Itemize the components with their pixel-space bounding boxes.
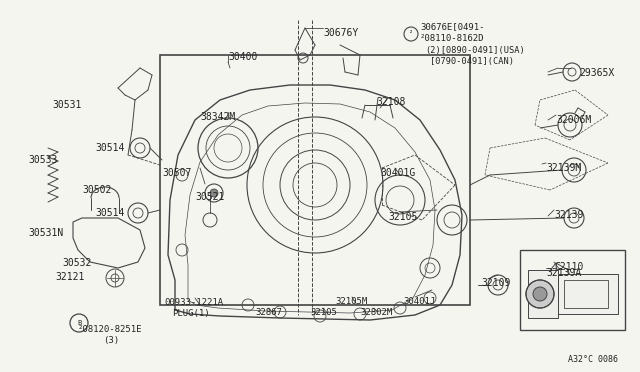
Text: 30533: 30533 — [28, 155, 58, 165]
Text: 32105M: 32105M — [335, 297, 367, 306]
Text: 32006M: 32006M — [556, 115, 591, 125]
Text: 30521: 30521 — [195, 192, 225, 202]
Text: ²08110-8162D: ²08110-8162D — [420, 34, 484, 43]
Text: 30514: 30514 — [95, 208, 124, 218]
Text: 30502: 30502 — [82, 185, 111, 195]
Text: (3): (3) — [103, 336, 119, 345]
Text: 00933-1221A: 00933-1221A — [164, 298, 223, 307]
Text: 30531: 30531 — [52, 100, 81, 110]
Text: 32867: 32867 — [255, 308, 282, 317]
Text: 30401J: 30401J — [403, 297, 435, 306]
Text: 32139: 32139 — [554, 210, 584, 220]
Text: 30401G: 30401G — [380, 168, 415, 178]
Text: 32139A: 32139A — [546, 268, 581, 278]
Text: 30507: 30507 — [162, 168, 191, 178]
Text: 30676Y: 30676Y — [323, 28, 358, 38]
Text: [0790-0491](CAN): [0790-0491](CAN) — [430, 57, 514, 66]
Text: 38342M: 38342M — [200, 112, 236, 122]
Text: ²: ² — [409, 31, 413, 37]
Text: ²08120-8251E: ²08120-8251E — [78, 325, 143, 334]
Text: 32802M: 32802M — [360, 308, 392, 317]
Text: 32105: 32105 — [388, 212, 417, 222]
Bar — [558, 274, 618, 314]
Text: 32121: 32121 — [55, 272, 84, 282]
Bar — [528, 270, 558, 318]
Circle shape — [210, 189, 218, 197]
Text: C2110: C2110 — [554, 262, 584, 272]
Text: 32105: 32105 — [310, 308, 337, 317]
Text: 32109: 32109 — [481, 278, 510, 288]
Text: 30676E[0491-: 30676E[0491- — [420, 22, 484, 31]
Text: B: B — [77, 320, 81, 326]
Text: 30514: 30514 — [95, 143, 124, 153]
Text: 30531N: 30531N — [28, 228, 63, 238]
Text: (2)[0890-0491](USA): (2)[0890-0491](USA) — [425, 46, 525, 55]
Text: 32108: 32108 — [376, 97, 405, 107]
Circle shape — [526, 280, 554, 308]
Text: 32139M: 32139M — [546, 163, 581, 173]
Text: A32°C 0086: A32°C 0086 — [568, 355, 618, 364]
Bar — [564, 280, 608, 308]
Text: PLUG(1): PLUG(1) — [172, 309, 210, 318]
Text: 30532: 30532 — [62, 258, 92, 268]
Text: 30400: 30400 — [228, 52, 257, 62]
Bar — [520, 250, 625, 330]
Circle shape — [533, 287, 547, 301]
Bar — [160, 55, 470, 305]
Text: 29365X: 29365X — [579, 68, 614, 78]
